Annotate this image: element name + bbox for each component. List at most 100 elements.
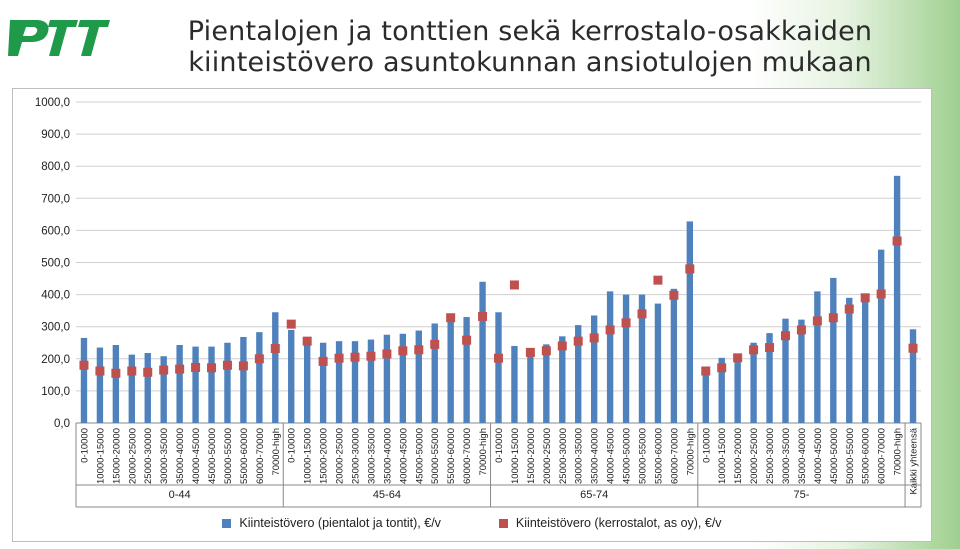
legend-marker-label: Kiinteistövero (kerrostalot, as oy), €/v [515, 516, 722, 530]
bar [527, 350, 534, 423]
y-tick-label: 500,0 [41, 258, 70, 270]
marker-point [669, 290, 679, 300]
bar [559, 336, 566, 423]
bar [463, 317, 470, 423]
x-tick-label: 55000-60000 [861, 428, 872, 484]
x-tick-label: 35000-40000 [590, 428, 601, 484]
legend-item-markers: Kiinteistövero (kerrostalot, as oy), €/v [498, 513, 722, 533]
legend-bar-swatch [222, 518, 232, 528]
x-tick-label: 40000-45000 [398, 428, 409, 484]
marker-point [79, 360, 89, 370]
bar [80, 337, 88, 423]
slide-title: Pientalojen ja tonttien sekä kerrostalo-… [150, 16, 910, 78]
x-tick-label: 20000-25000 [749, 428, 760, 484]
group-label: 75- [793, 489, 809, 501]
marker-point [621, 318, 631, 328]
y-tick-label: 600,0 [41, 225, 70, 237]
x-tick-label: 55000-60000 [446, 428, 457, 484]
marker-point [892, 236, 902, 246]
legend-item-bars: Kiinteistövero (pientalot ja tontit), €/… [222, 513, 441, 533]
bar [224, 342, 231, 423]
x-tick-label: 25000-30000 [143, 428, 154, 484]
x-tick-label: 10000-15000 [717, 428, 728, 484]
x-tick-label: 70000-high [478, 428, 489, 476]
marker-point [334, 353, 344, 363]
bar [846, 297, 853, 423]
x-tick-label: 10000-15000 [510, 428, 521, 484]
bar [909, 329, 917, 423]
slide-title-line-1: Pientalojen ja tonttien sekä kerrostalo-… [187, 16, 873, 47]
bar [351, 341, 359, 423]
marker-point [143, 367, 153, 377]
bar [495, 312, 502, 423]
x-tick-label: 70000-high [271, 428, 282, 476]
y-tick-label: 300,0 [41, 322, 70, 334]
bar [192, 346, 199, 423]
marker-point [302, 336, 312, 346]
bar [240, 336, 247, 423]
bar [303, 340, 311, 423]
bar [622, 294, 630, 423]
bar [750, 342, 757, 423]
combo-chart: 0,0 100,0 200,0 300,0 400,0 500,0 600,0 700,0 80… [35, 97, 922, 508]
bar [335, 341, 343, 423]
x-tick-label: 35000-40000 [382, 428, 393, 484]
marker-point [685, 264, 695, 274]
marker-point [366, 351, 376, 361]
marker-point [382, 349, 392, 359]
group-label: 65-74 [580, 489, 608, 501]
x-tick-label: 10000-15000 [303, 428, 314, 484]
marker-point [541, 346, 551, 356]
bar [590, 315, 598, 423]
x-tick-label: 70000-high [893, 428, 904, 476]
bar [479, 281, 486, 423]
x-tick-label: 45000-50000 [207, 428, 218, 484]
bar [606, 291, 614, 423]
x-tick-label: 40000-45000 [606, 428, 617, 484]
marker-point [414, 345, 424, 355]
bar [543, 344, 550, 423]
bar [96, 347, 104, 423]
x-tick-label: 25000-30000 [558, 428, 569, 484]
marker-point [286, 319, 296, 329]
x-tick-label: 40000-45000 [813, 428, 824, 484]
x-tick-label: 45000-50000 [622, 428, 633, 484]
bar [814, 291, 821, 423]
x-tick-label: 40000-45000 [191, 428, 202, 484]
bar [686, 221, 694, 423]
bar [862, 296, 869, 423]
bar [431, 323, 438, 423]
bar [208, 346, 215, 423]
bar [176, 344, 183, 423]
bar [638, 294, 646, 423]
bar [256, 332, 263, 423]
group-label: 45-64 [373, 489, 401, 501]
marker-point [478, 311, 488, 321]
marker-point [95, 366, 105, 376]
y-tick-label: 400,0 [41, 290, 70, 302]
marker-point [462, 335, 472, 345]
y-tick-label: 700,0 [41, 193, 70, 205]
marker-point [430, 339, 440, 349]
marker-point [653, 275, 663, 285]
marker-point [780, 331, 790, 341]
bar [272, 312, 279, 423]
bar [399, 333, 407, 423]
bar [511, 345, 518, 423]
marker-point [876, 289, 886, 299]
marker-point [701, 366, 711, 376]
bar [160, 356, 167, 423]
marker-point [254, 354, 264, 364]
y-tick-label: 0,0 [54, 418, 70, 430]
marker-point [270, 344, 280, 354]
x-tick-label: 15000-20000 [733, 428, 744, 484]
x-tick-label: 10000-15000 [95, 428, 106, 484]
marker-point [127, 366, 137, 376]
x-tick-label: 20000-25000 [127, 428, 138, 484]
bar [654, 303, 662, 423]
bar [288, 329, 295, 423]
x-tick-label: 0-10000 [494, 428, 505, 463]
marker-point [350, 352, 360, 362]
x-tick-label: 25000-30000 [765, 428, 776, 484]
marker-point [573, 336, 583, 346]
